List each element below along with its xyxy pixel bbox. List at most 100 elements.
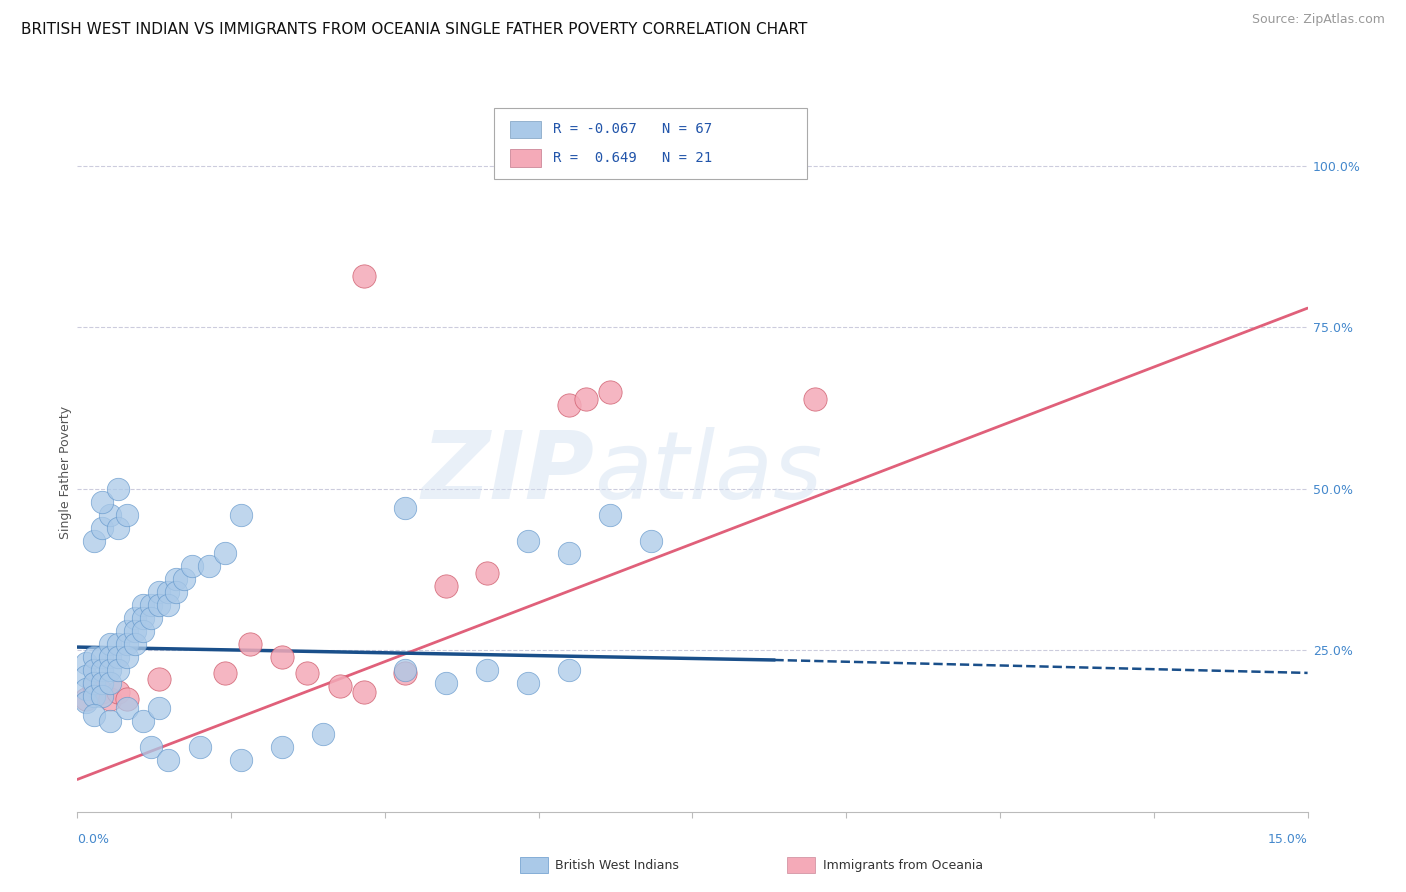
Point	[75, 669, 97, 683]
Point	[98, 675, 121, 690]
Point	[141, 598, 163, 612]
Point	[239, 637, 262, 651]
Point	[107, 685, 129, 699]
Point	[353, 268, 375, 283]
Point	[231, 508, 253, 522]
Point	[98, 637, 121, 651]
Point	[517, 675, 540, 690]
Point	[214, 546, 236, 560]
Point	[558, 546, 581, 560]
Point	[115, 649, 138, 664]
Point	[107, 649, 129, 664]
Text: 0.0%: 0.0%	[77, 833, 110, 846]
Point	[329, 679, 352, 693]
Point	[83, 663, 105, 677]
Point	[156, 598, 179, 612]
Point	[173, 572, 195, 586]
Point	[599, 385, 621, 400]
Point	[436, 579, 458, 593]
Point	[115, 701, 138, 715]
Point	[148, 598, 170, 612]
Point	[132, 714, 155, 729]
Point	[197, 559, 219, 574]
Point	[394, 501, 416, 516]
Point	[132, 624, 155, 638]
Point	[115, 624, 138, 638]
Point	[115, 691, 138, 706]
Point	[132, 611, 155, 625]
Point	[83, 675, 105, 690]
Point	[181, 559, 204, 574]
Point	[599, 508, 621, 522]
Text: ZIP: ZIP	[422, 426, 595, 519]
Point	[83, 649, 105, 664]
Point	[188, 740, 212, 755]
Point	[477, 663, 499, 677]
Point	[148, 585, 170, 599]
Point	[271, 740, 294, 755]
Point	[394, 663, 416, 677]
Point	[804, 392, 827, 406]
Text: Immigrants from Oceania: Immigrants from Oceania	[823, 859, 983, 871]
Point	[141, 611, 163, 625]
Point	[124, 637, 146, 651]
Point	[90, 675, 114, 690]
Point	[353, 685, 375, 699]
Point	[90, 663, 114, 677]
Point	[558, 663, 581, 677]
Point	[98, 691, 121, 706]
Point	[148, 701, 170, 715]
Point	[640, 533, 662, 548]
Point	[75, 691, 97, 706]
Point	[107, 482, 129, 496]
Text: 15.0%: 15.0%	[1268, 833, 1308, 846]
Point	[83, 533, 105, 548]
Point	[575, 392, 598, 406]
Point	[115, 508, 138, 522]
Y-axis label: Single Father Poverty: Single Father Poverty	[59, 406, 72, 540]
Point	[107, 663, 129, 677]
Point	[107, 637, 129, 651]
Point	[75, 695, 97, 709]
Point	[436, 675, 458, 690]
Point	[477, 566, 499, 580]
Point	[517, 533, 540, 548]
Point	[98, 649, 121, 664]
Point	[90, 521, 114, 535]
Text: atlas: atlas	[595, 427, 823, 518]
Text: British West Indians: British West Indians	[555, 859, 679, 871]
Point	[90, 495, 114, 509]
Text: R =  0.649   N = 21: R = 0.649 N = 21	[553, 151, 711, 165]
Text: R = -0.067   N = 67: R = -0.067 N = 67	[553, 122, 711, 136]
Point	[83, 689, 105, 703]
Point	[98, 508, 121, 522]
Point	[165, 572, 187, 586]
Point	[115, 637, 138, 651]
Point	[132, 598, 155, 612]
Point	[271, 649, 294, 664]
Point	[75, 681, 97, 696]
Point	[148, 673, 170, 687]
Point	[156, 753, 179, 767]
Point	[394, 665, 416, 680]
Point	[312, 727, 335, 741]
Point	[90, 649, 114, 664]
Point	[141, 740, 163, 755]
Point	[107, 521, 129, 535]
Point	[165, 585, 187, 599]
Text: Source: ZipAtlas.com: Source: ZipAtlas.com	[1251, 13, 1385, 27]
Point	[214, 665, 236, 680]
Point	[124, 611, 146, 625]
Point	[156, 585, 179, 599]
Point	[558, 398, 581, 412]
Point	[90, 689, 114, 703]
Point	[231, 753, 253, 767]
Point	[124, 624, 146, 638]
Point	[83, 707, 105, 722]
Point	[98, 714, 121, 729]
Point	[295, 665, 318, 680]
Point	[83, 679, 105, 693]
Point	[75, 657, 97, 671]
Point	[90, 685, 114, 699]
Text: BRITISH WEST INDIAN VS IMMIGRANTS FROM OCEANIA SINGLE FATHER POVERTY CORRELATION: BRITISH WEST INDIAN VS IMMIGRANTS FROM O…	[21, 22, 807, 37]
